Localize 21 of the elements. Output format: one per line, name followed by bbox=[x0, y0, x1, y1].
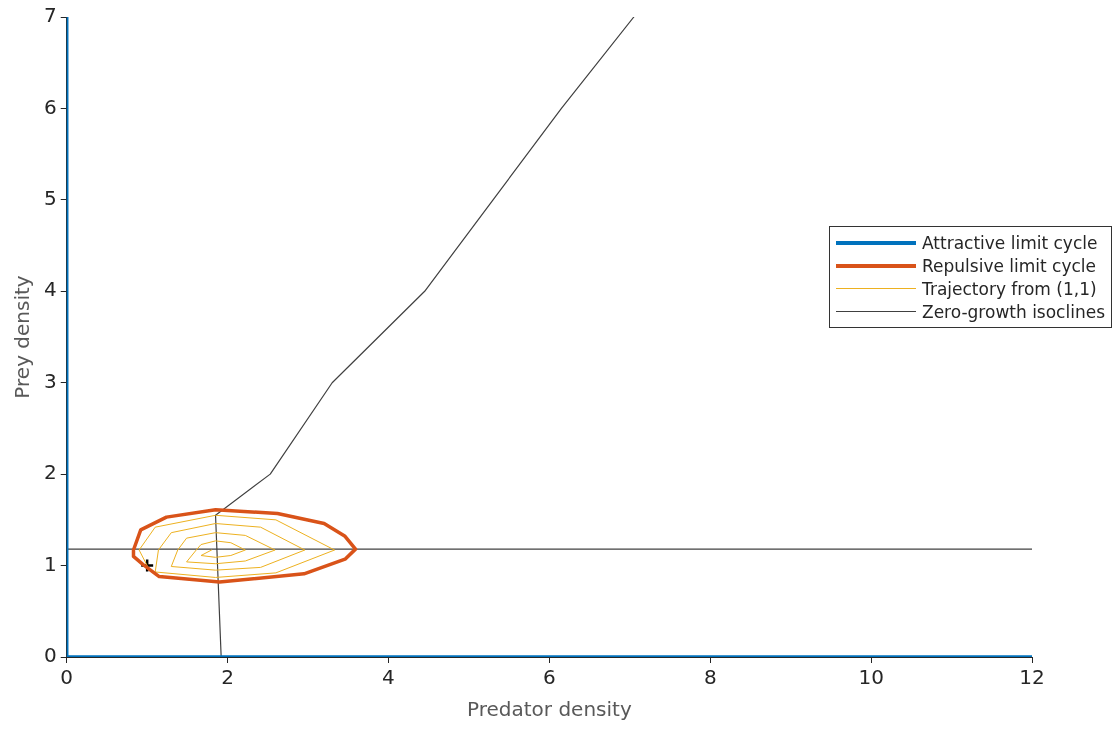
y-tick-label: 3 bbox=[43, 368, 57, 393]
y-tick-label: 5 bbox=[43, 186, 57, 211]
x-tick-label: 6 bbox=[543, 665, 556, 690]
y-tick-label: 2 bbox=[43, 460, 57, 485]
x-tick-label: 2 bbox=[221, 665, 234, 690]
x-tick-label: 0 bbox=[60, 665, 74, 690]
y-tick-label: 6 bbox=[43, 94, 57, 119]
y-tick-label: 0 bbox=[43, 643, 57, 668]
y-tick-label: 1 bbox=[43, 551, 57, 576]
legend-label: Trajectory from (1,1) bbox=[922, 278, 1097, 299]
y-axis-title: Prey density bbox=[10, 275, 35, 399]
x-axis-title: Predator density bbox=[466, 697, 632, 722]
x-tick-label: 4 bbox=[382, 665, 395, 690]
legend-label: Zero-growth isoclines bbox=[922, 301, 1105, 322]
x-tick-label: 12 bbox=[1019, 665, 1045, 690]
x-tick-label: 10 bbox=[858, 665, 884, 690]
x-tick-label: 8 bbox=[703, 665, 717, 690]
legend-label: Repulsive limit cycle bbox=[922, 255, 1097, 276]
y-tick-label: 4 bbox=[43, 277, 57, 302]
y-tick-label: 7 bbox=[43, 3, 57, 28]
legend-label: Attractive limit cycle bbox=[922, 232, 1098, 253]
